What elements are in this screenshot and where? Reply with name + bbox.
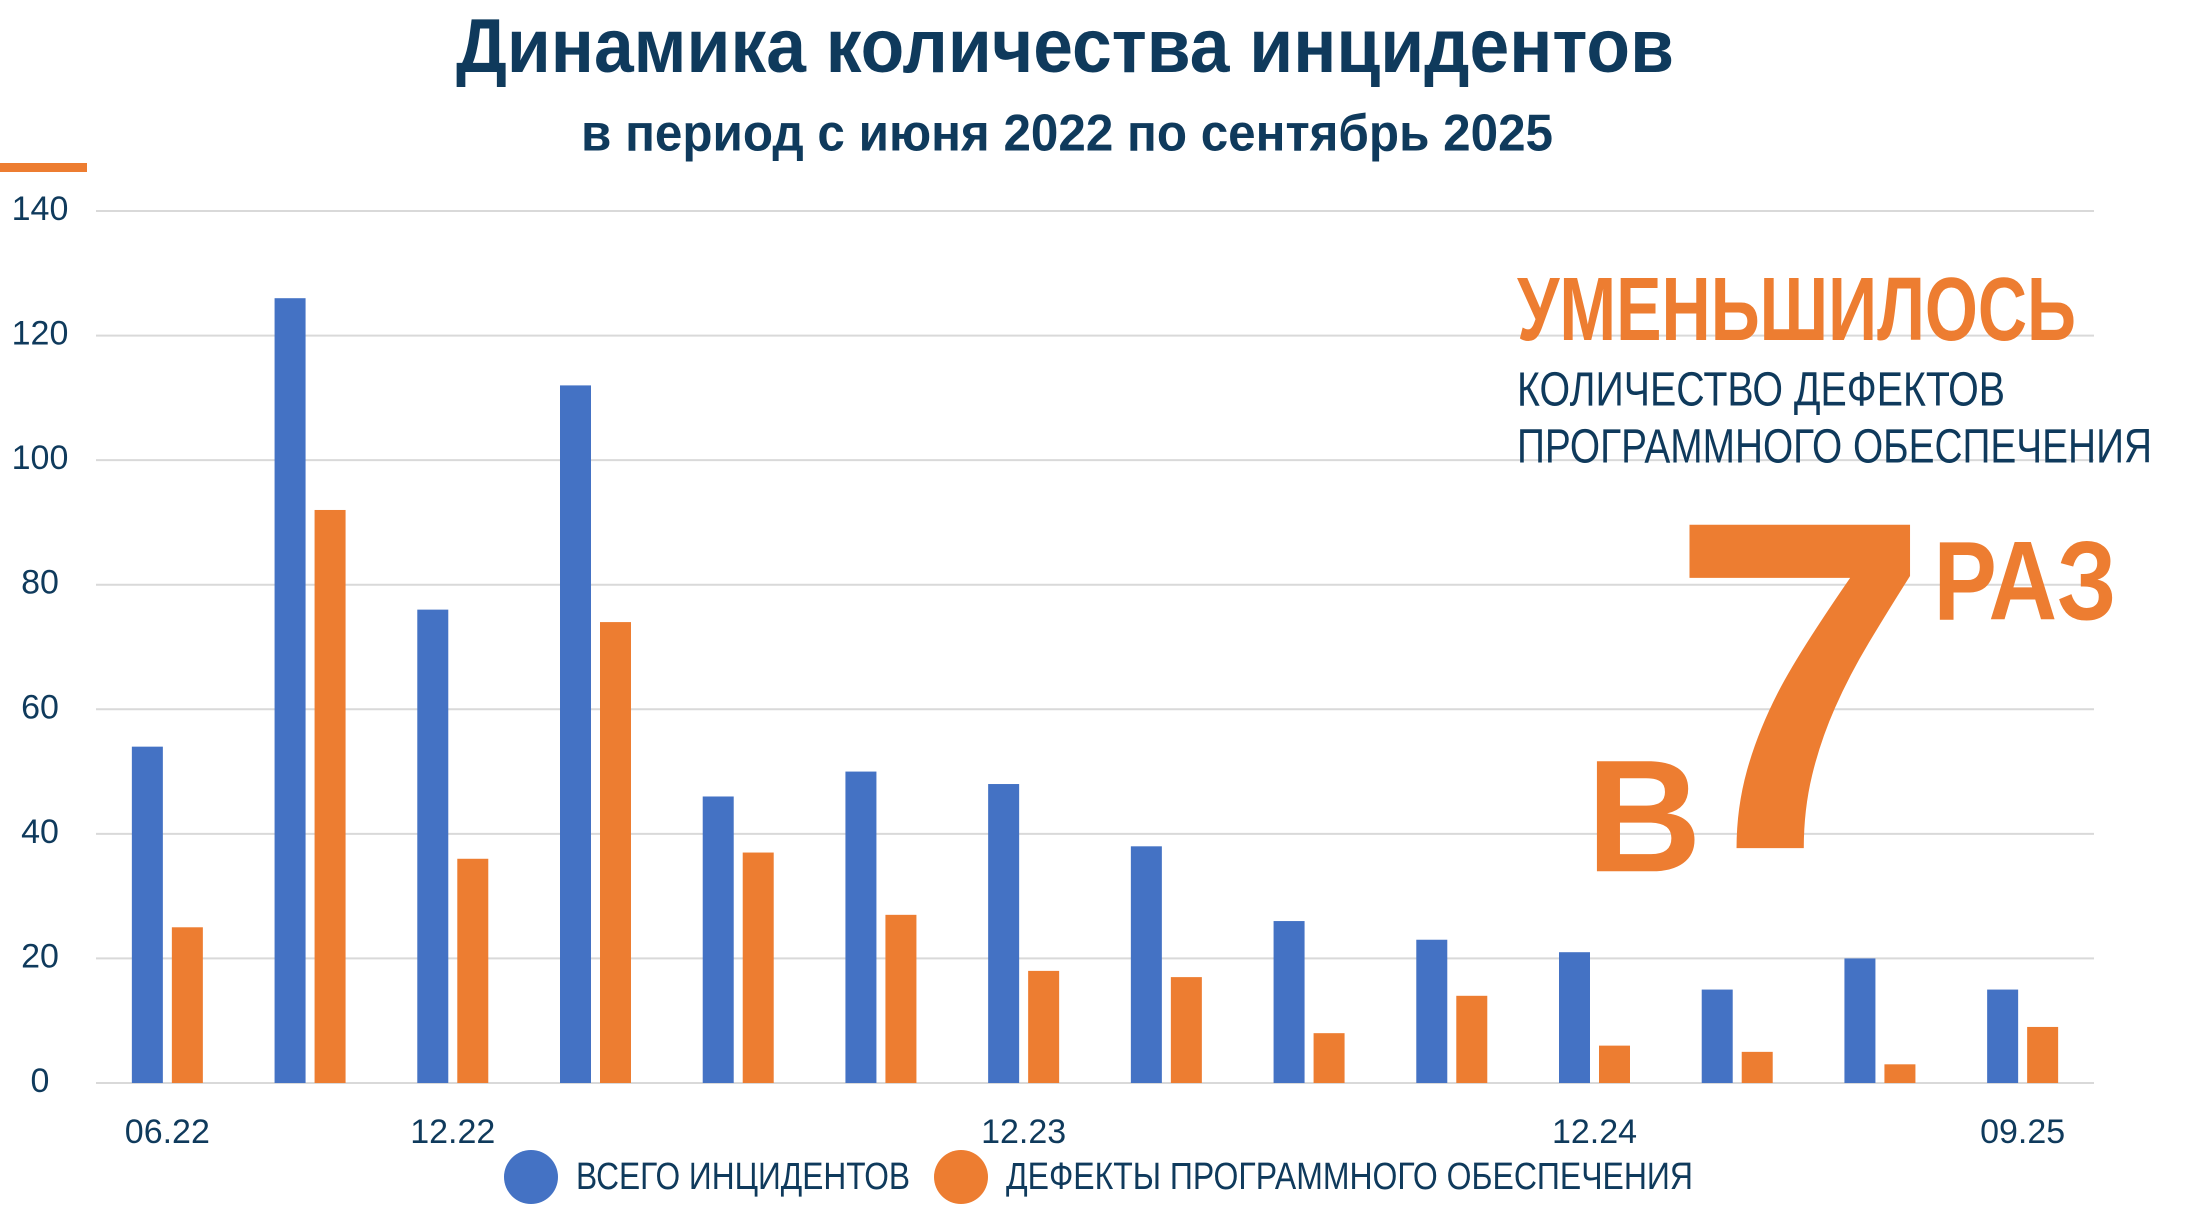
legend-label: ВСЕГО ИНЦИДЕНТОВ [576, 1156, 910, 1198]
bar [274, 298, 306, 1083]
bar [1987, 989, 2019, 1083]
legend-marker [934, 1150, 988, 1204]
annotation-headline: УМЕНЬШИЛОСЬ [1517, 260, 2076, 360]
y-tick-label: 60 [21, 688, 59, 726]
y-tick-label: 100 [12, 439, 69, 477]
x-tick-label: 06.22 [125, 1113, 210, 1151]
bar [314, 509, 346, 1083]
bar [457, 858, 489, 1083]
bar [2027, 1026, 2059, 1083]
plot-area: 0 20 40 60 80 100 120 140 06.22 12.22 12.23 12.24 09… [12, 190, 2094, 1204]
bar [1170, 977, 1202, 1083]
y-tick-label: 40 [21, 813, 59, 851]
accent-bar [0, 163, 87, 172]
x-tick-label: 12.24 [1552, 1113, 1637, 1151]
bar [417, 609, 449, 1083]
x-tick-label: 09.25 [1980, 1113, 2065, 1151]
bar [1130, 846, 1162, 1083]
bar [1884, 1064, 1916, 1083]
bar [885, 914, 917, 1083]
chart-title: Динамика количества инцидентов [456, 4, 1674, 89]
annotation-line: КОЛИЧЕСТВО ДЕФЕКТОВ [1517, 364, 2005, 417]
y-tick-label: 80 [21, 564, 59, 602]
chart-subtitle: в период с июня 2022 по сентябрь 2025 [581, 105, 1553, 163]
annotation-number: 7 [1669, 423, 1930, 948]
y-tick-label: 140 [12, 190, 69, 228]
bar [600, 622, 631, 1083]
bar [1028, 970, 1060, 1083]
bar [1416, 939, 1448, 1083]
y-tick-label: 20 [21, 937, 59, 975]
bar [1599, 1045, 1630, 1083]
annotation-prefix: В [1586, 726, 1702, 905]
x-tick-label: 12.22 [410, 1113, 495, 1151]
bar [702, 796, 734, 1083]
bar [845, 771, 877, 1083]
bar [1456, 995, 1488, 1083]
bar [1313, 1033, 1345, 1083]
legend-marker [504, 1150, 558, 1204]
annotation-suffix: РАЗ [1934, 519, 2117, 644]
bar [171, 927, 203, 1083]
bar [1844, 958, 1876, 1083]
annotation-line: ПРОГРАММНОГО ОБЕСПЕЧЕНИЯ [1517, 421, 2152, 474]
bar [988, 784, 1020, 1083]
legend-label: ДЕФЕКТЫ ПРОГРАММНОГО ОБЕСПЕЧЕНИЯ [1006, 1156, 1693, 1198]
bar [1559, 952, 1590, 1083]
bar [560, 385, 591, 1083]
bar [1741, 1051, 1773, 1083]
bar [1701, 989, 1733, 1083]
y-tick-label: 120 [12, 315, 69, 353]
bar [1273, 921, 1305, 1083]
y-tick-label: 0 [31, 1062, 50, 1100]
x-tick-label: 12.23 [981, 1113, 1066, 1151]
bar [742, 852, 774, 1083]
bar [131, 746, 163, 1083]
